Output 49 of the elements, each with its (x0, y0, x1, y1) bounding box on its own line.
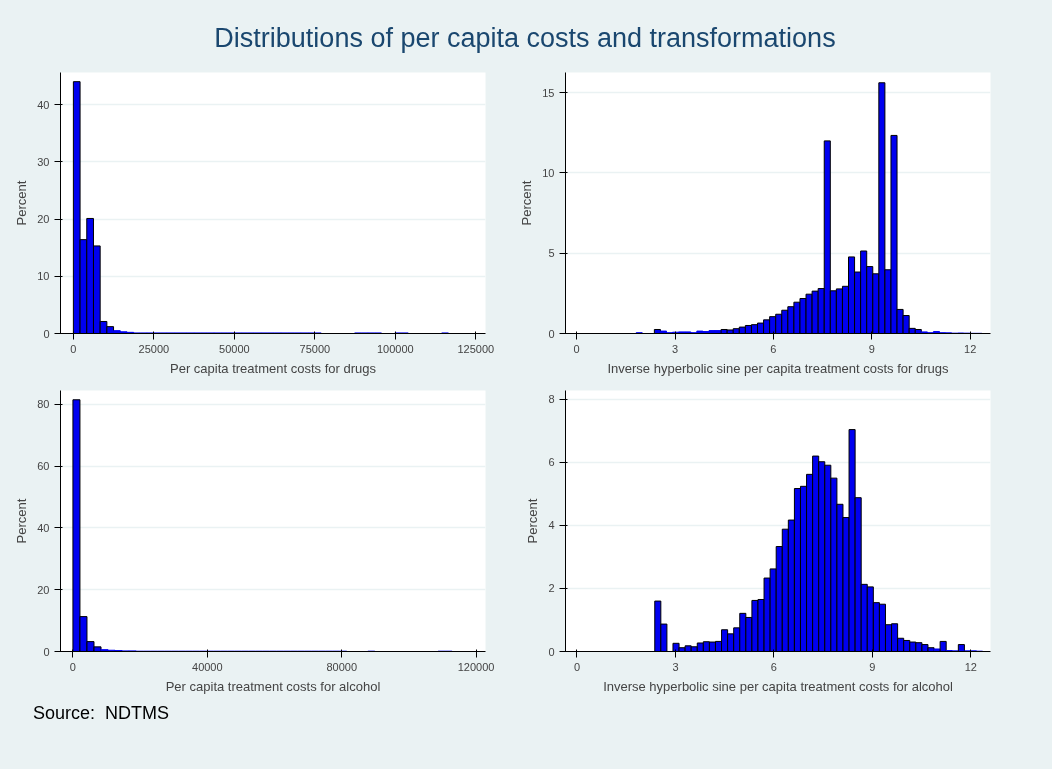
y-tick-label: 0 (548, 645, 555, 658)
y-tick-label: 4 (548, 519, 555, 532)
y-tick-label: 2 (548, 582, 555, 595)
x-tick-label: 25000 (138, 342, 170, 355)
y-tick-label: 0 (43, 645, 50, 658)
x-axis-title: Per capita treatment costs for drugs (170, 360, 377, 376)
y-tick-label: 0 (548, 327, 555, 340)
y-axis-title: Percent (519, 180, 535, 226)
y-tick-label: 0 (43, 327, 50, 340)
x-axis-title: Inverse hyperbolic sine per capita treatment costs for alcohol (603, 678, 953, 694)
x-tick-label: 75000 (299, 342, 331, 355)
y-tick-label: 40 (37, 98, 50, 111)
y-tick-label: 5 (548, 247, 555, 260)
x-tick-label: 120000 (457, 660, 495, 673)
x-tick-label: 0 (70, 342, 77, 355)
x-tick-label: 100000 (377, 342, 414, 355)
x-tick-label: 50000 (219, 342, 250, 355)
y-axis-title: Percent (14, 180, 30, 226)
x-tick-label: 12 (964, 342, 977, 355)
x-tick-label: 3 (672, 660, 679, 673)
x-tick-label: 125000 (457, 342, 495, 355)
y-tick-label: 20 (37, 583, 50, 596)
x-tick-label: 0 (573, 660, 581, 673)
y-tick-label: 8 (548, 393, 555, 406)
y-axis-title: Percent (14, 498, 30, 544)
x-axis-title: Inverse hyperbolic sine per capita treatment costs for drugs (607, 360, 950, 376)
y-axis-title: Percent (525, 498, 541, 544)
y-tick-label: 10 (37, 270, 50, 283)
chart-title: Distributions of per capita costs and transformations (214, 22, 836, 55)
y-tick-label: 80 (37, 398, 50, 411)
y-tick-label: 40 (37, 521, 50, 534)
x-tick-label: 6 (770, 660, 777, 673)
x-tick-label: 3 (671, 342, 679, 355)
x-tick-label: 9 (869, 660, 876, 673)
y-tick-label: 30 (37, 155, 50, 168)
x-tick-label: 12 (964, 660, 977, 673)
x-tick-label: 40000 (192, 660, 223, 673)
x-tick-label: 0 (69, 660, 76, 673)
source-note: Source: NDTMS (33, 702, 170, 725)
x-tick-label: 9 (868, 342, 875, 355)
y-tick-label: 15 (542, 86, 555, 99)
y-tick-label: 60 (37, 460, 50, 473)
x-tick-label: 0 (573, 342, 580, 355)
y-tick-label: 20 (37, 213, 50, 226)
x-tick-label: 80000 (326, 660, 358, 673)
y-tick-label: 6 (548, 456, 555, 469)
x-tick-label: 6 (770, 342, 777, 355)
x-axis-title: Per capita treatment costs for alcohol (165, 678, 381, 694)
y-tick-label: 10 (542, 166, 555, 179)
